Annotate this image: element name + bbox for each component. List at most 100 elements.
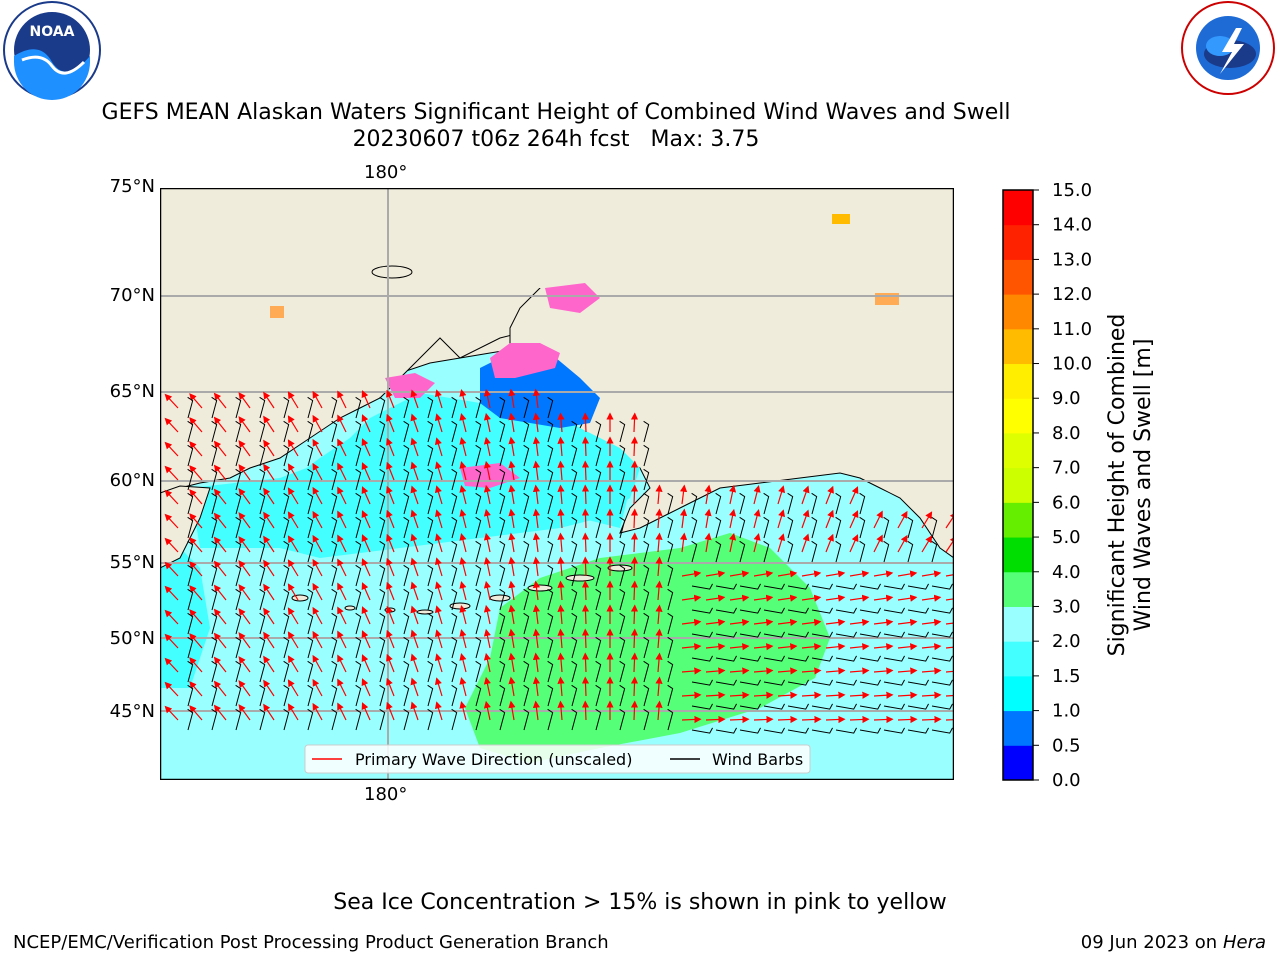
wind-barb <box>307 612 314 635</box>
max-value: Max: 3.75 <box>650 127 760 152</box>
wave-arrow <box>483 604 491 625</box>
wind-barb <box>619 492 626 515</box>
wind-barb <box>859 583 881 590</box>
wind-barb <box>355 540 362 563</box>
wave-arrow <box>581 436 590 457</box>
wave-arrow <box>213 656 227 673</box>
wave-arrow <box>164 585 179 601</box>
wave-arrow <box>508 580 516 601</box>
wave-arrow <box>434 461 443 481</box>
wave-arrow <box>189 585 203 601</box>
wave-arrow <box>483 484 491 505</box>
wind-barb <box>571 468 578 491</box>
wind-barb <box>307 420 314 443</box>
wave-arrow <box>386 509 395 529</box>
wind-barb <box>523 708 530 731</box>
wave-arrow <box>164 513 179 529</box>
wave-arrow <box>753 570 774 578</box>
wind-barb <box>259 540 266 563</box>
wind-barb <box>283 540 290 563</box>
colorbar-tick-label: 4.0 <box>1052 562 1081 583</box>
wave-arrow <box>238 488 251 505</box>
wind-barb <box>427 684 434 707</box>
wind-barb <box>835 703 857 710</box>
wind-barb <box>595 468 602 491</box>
colorbar-swatch <box>1003 641 1033 677</box>
wind-barb <box>859 679 881 686</box>
wave-arrow <box>238 416 251 433</box>
colorbar-tick-label: 3.0 <box>1052 596 1081 617</box>
wave-arrow <box>655 628 663 649</box>
wave-arrow <box>410 509 419 529</box>
wind-barb <box>619 564 626 587</box>
wave-arrow <box>897 570 918 578</box>
wind-barb <box>499 636 506 659</box>
wave-arrow <box>729 532 737 553</box>
wave-arrow <box>361 486 371 505</box>
wave-arrow <box>213 608 227 625</box>
wind-barb <box>787 679 809 686</box>
colorbar-swatch <box>1003 710 1033 746</box>
wave-arrow <box>704 508 712 529</box>
wind-barb <box>811 583 833 590</box>
wind-barb <box>379 492 386 515</box>
wind-barb <box>427 468 434 491</box>
colorbar-title: Significant Height of Combined Wind Wave… <box>1105 314 1156 657</box>
wave-arrow <box>263 607 275 625</box>
wave-arrow <box>681 570 702 578</box>
wind-barb <box>379 420 386 443</box>
wave-arrow <box>557 436 565 457</box>
wind-barb <box>571 588 578 611</box>
wave-arrow <box>189 681 203 697</box>
wind-barb <box>235 444 242 467</box>
wave-arrow <box>238 512 251 529</box>
wave-arrow <box>630 484 639 505</box>
wave-arrow <box>459 533 467 553</box>
wind-barb <box>259 708 266 731</box>
wind-barb <box>499 492 506 515</box>
wave-arrow <box>777 667 798 675</box>
wave-arrow <box>386 461 395 481</box>
wave-arrow <box>825 533 834 553</box>
wave-arrow <box>361 702 371 721</box>
wave-arrow <box>655 484 663 505</box>
wave-arrow <box>729 508 737 529</box>
wind-barb <box>811 679 833 686</box>
wave-arrow <box>557 556 565 577</box>
wind-barb <box>571 492 578 515</box>
wind-barb <box>403 468 410 491</box>
wave-arrow <box>386 701 395 721</box>
wind-barb <box>883 727 905 734</box>
wave-arrow <box>681 667 702 675</box>
wave-arrow <box>849 570 870 578</box>
wave-arrow <box>581 580 590 601</box>
wave-arrow <box>873 643 894 651</box>
wave-arrow <box>386 557 395 577</box>
wave-arrow <box>681 691 702 699</box>
wind-barb <box>715 703 737 710</box>
wave-arrow <box>434 413 443 433</box>
wind-barb <box>307 396 314 419</box>
wave-arrow <box>213 632 227 649</box>
wave-arrow <box>238 392 251 409</box>
wave-arrow <box>337 462 347 481</box>
wave-arrow <box>557 532 565 553</box>
wind-barb <box>691 540 698 563</box>
wind-barb <box>331 540 338 563</box>
wind-barb <box>931 516 938 539</box>
colorbar-swatch <box>1003 432 1033 469</box>
wave-arrow <box>263 463 275 481</box>
wave-arrow <box>386 605 395 625</box>
wind-barb <box>331 396 338 419</box>
wind-barb <box>883 516 890 539</box>
wind-barb <box>331 708 338 731</box>
wave-arrow <box>312 582 323 601</box>
wave-arrow <box>777 691 798 699</box>
wind-barb <box>835 492 842 515</box>
wave-arrow <box>410 413 419 433</box>
wind-barb <box>571 636 578 659</box>
wave-arrow <box>557 460 565 481</box>
wave-arrow <box>825 485 834 505</box>
wave-arrow <box>189 441 203 457</box>
wind-barb <box>595 588 602 611</box>
